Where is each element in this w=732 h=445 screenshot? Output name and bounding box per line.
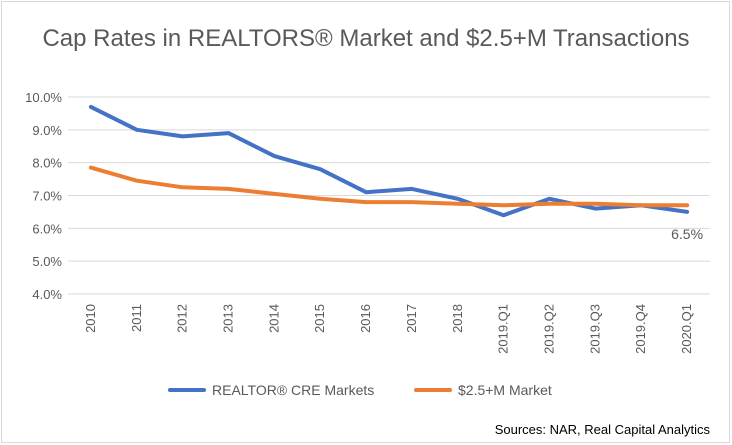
- y-tick-label: 9.0%: [32, 123, 62, 138]
- series-line-1: [88, 165, 690, 208]
- x-tick-label: 2018: [450, 304, 465, 333]
- legend-item-25m: $2.5+M Market: [414, 382, 552, 398]
- x-tick-label: 2020.Q1: [679, 304, 694, 354]
- legend-label-25m: $2.5+M Market: [458, 382, 552, 398]
- legend-swatch-realtor: [168, 388, 206, 392]
- x-tick-label: 2019.Q2: [542, 304, 557, 354]
- y-tick-label: 4.0%: [32, 287, 62, 302]
- y-tick-label: 6.0%: [32, 221, 62, 236]
- legend-swatch-25m: [414, 388, 452, 392]
- y-tick-label: 5.0%: [32, 254, 62, 269]
- source-note: Sources: NAR, Real Capital Analytics: [494, 422, 710, 437]
- legend-item-realtor: REALTOR® CRE Markets: [168, 382, 374, 398]
- x-tick-label: 2011: [129, 304, 144, 332]
- x-tick-label: 2012: [175, 304, 190, 333]
- x-tick-label: 2019.Q3: [587, 304, 602, 354]
- x-tick-label: 2014: [266, 304, 281, 333]
- series-line-0: [88, 104, 690, 218]
- x-tick-label: 2017: [404, 304, 419, 333]
- legend: REALTOR® CRE Markets $2.5+M Market: [0, 382, 732, 404]
- legend-label-realtor: REALTOR® CRE Markets: [212, 382, 375, 398]
- chart-title: Cap Rates in REALTORS® Market and $2.5+M…: [42, 25, 690, 52]
- x-tick-label: 2019.Q4: [633, 304, 648, 354]
- x-tick-label: 2015: [312, 304, 327, 333]
- y-tick-label: 7.0%: [32, 189, 62, 204]
- y-tick-label: 10.0%: [25, 90, 62, 105]
- x-tick-label: 2019.Q1: [496, 304, 511, 354]
- x-tick-label: 2016: [358, 304, 373, 333]
- y-tick-label: 8.0%: [32, 156, 62, 171]
- x-tick-label: 2013: [221, 304, 236, 333]
- x-tick-label: 2010: [83, 304, 98, 333]
- data-label-last: 6.5%: [671, 226, 703, 242]
